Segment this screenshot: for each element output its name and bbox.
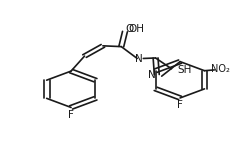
Text: N: N [148,70,156,80]
Text: F: F [177,100,183,110]
Text: OH: OH [129,24,145,34]
Text: F: F [68,109,74,120]
Text: NO₂: NO₂ [211,64,230,74]
Text: N: N [135,54,142,64]
Text: SH: SH [178,64,192,75]
Text: O: O [125,24,134,34]
